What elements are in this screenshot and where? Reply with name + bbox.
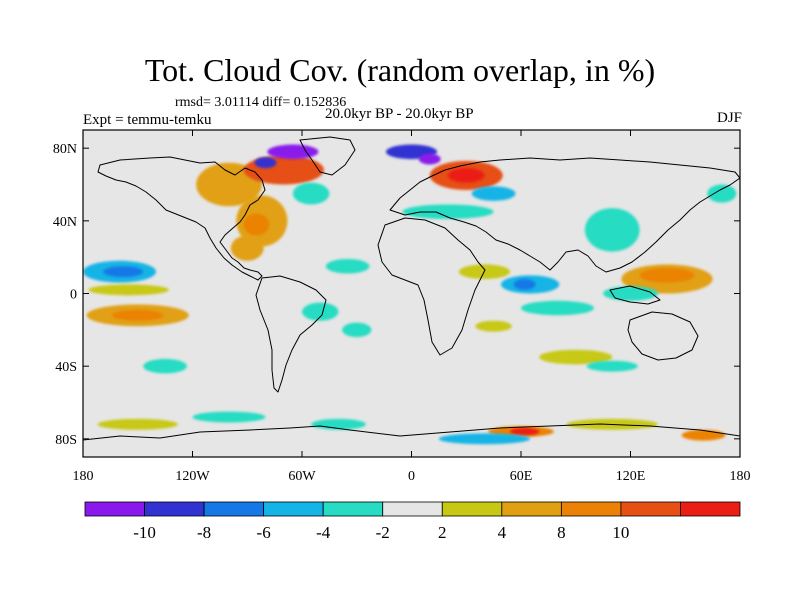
anomaly-patch xyxy=(143,358,188,374)
x-tick-label: 60W xyxy=(288,469,316,484)
x-tick-label: 120E xyxy=(616,469,646,484)
colorbar-swatch xyxy=(680,501,741,517)
anomaly-patch xyxy=(267,144,319,160)
x-tick-label: 180 xyxy=(73,469,94,484)
anomaly-patch xyxy=(230,235,264,261)
x-tick-label: 120W xyxy=(175,469,210,484)
anomaly-patch xyxy=(88,284,169,296)
anomaly-patch xyxy=(103,266,144,278)
colorbar-label: 8 xyxy=(557,523,566,542)
anomaly-patch xyxy=(97,418,178,430)
y-tick-label: 0 xyxy=(70,288,77,303)
anomaly-patch xyxy=(418,153,441,165)
anomaly-patch xyxy=(342,322,372,338)
x-tick-label: 180 xyxy=(730,469,751,484)
colorbar-label: 4 xyxy=(498,523,507,542)
anomaly-patch xyxy=(681,429,726,441)
anomaly-patch xyxy=(639,268,695,283)
anomaly-patch xyxy=(586,360,638,372)
anomaly-patch xyxy=(513,278,536,290)
anomaly-patch xyxy=(438,433,531,445)
anomaly-patch xyxy=(302,302,339,321)
anomaly-patch xyxy=(325,258,370,274)
anomaly-patch xyxy=(584,208,640,252)
experiment-label: Expt = temmu-temku xyxy=(83,112,212,128)
x-tick-label: 60E xyxy=(510,469,533,484)
colorbar-swatch xyxy=(620,501,681,517)
y-tick-label: 40S xyxy=(55,360,77,375)
colorbar-swatch xyxy=(84,501,145,517)
colorbar-label: -4 xyxy=(316,523,331,542)
x-tick-label: 0 xyxy=(408,469,415,484)
colorbar-swatch xyxy=(560,501,622,517)
anomaly-patch xyxy=(521,300,594,316)
anomaly-patch xyxy=(254,157,277,169)
colorbar-swatch xyxy=(203,501,265,517)
anomaly-patch xyxy=(510,427,540,436)
map-title: Tot. Cloud Cov. (random overlap, in %) xyxy=(144,52,656,88)
y-tick-label: 80S xyxy=(55,433,77,448)
x-axis: 180 120W 60W 0 60E 120E 180 xyxy=(73,130,751,484)
anomaly-patch xyxy=(471,186,516,201)
anomaly-patch xyxy=(603,286,658,301)
y-tick-label: 80N xyxy=(53,142,77,157)
anomaly-patch xyxy=(475,320,512,332)
y-tick-label: 40N xyxy=(53,215,77,230)
colorbar-swatch xyxy=(144,501,205,517)
anomaly-patch xyxy=(707,184,737,203)
colorbar-swatch xyxy=(263,501,324,517)
colorbar-swatch xyxy=(441,501,503,517)
anomaly-patch xyxy=(402,204,494,220)
stats-line: rmsd= 3.01114 diff= 0.152836 xyxy=(175,95,347,110)
anomaly-patch xyxy=(243,213,270,236)
anomaly-patch xyxy=(448,168,485,183)
anomaly-patch xyxy=(539,349,613,365)
season-label: DJF xyxy=(716,110,742,126)
coastlines xyxy=(83,136,740,441)
colorbar-label: -6 xyxy=(257,523,271,542)
colorbar-swatch xyxy=(322,501,384,517)
colorbar-label: -2 xyxy=(376,523,390,542)
colorbar-swatch xyxy=(501,501,562,517)
colorbar-label: -10 xyxy=(133,523,156,542)
colorbar-label: -8 xyxy=(197,523,211,542)
colorbar: -10 -8 -6 -4 -2 2 4 8 10 xyxy=(84,501,741,542)
colorbar-label: 2 xyxy=(438,523,447,542)
period-label: 20.0kyr BP - 20.0kyr BP xyxy=(325,106,474,122)
colorbar-swatch xyxy=(382,501,443,517)
anomaly-field xyxy=(83,144,737,445)
anomaly-patch xyxy=(292,182,330,205)
y-axis: 80N 40N 0 40S 80S xyxy=(53,142,740,448)
anomaly-patch xyxy=(112,309,164,321)
colorbar-label: 10 xyxy=(612,523,629,542)
anomaly-patch xyxy=(192,411,266,423)
